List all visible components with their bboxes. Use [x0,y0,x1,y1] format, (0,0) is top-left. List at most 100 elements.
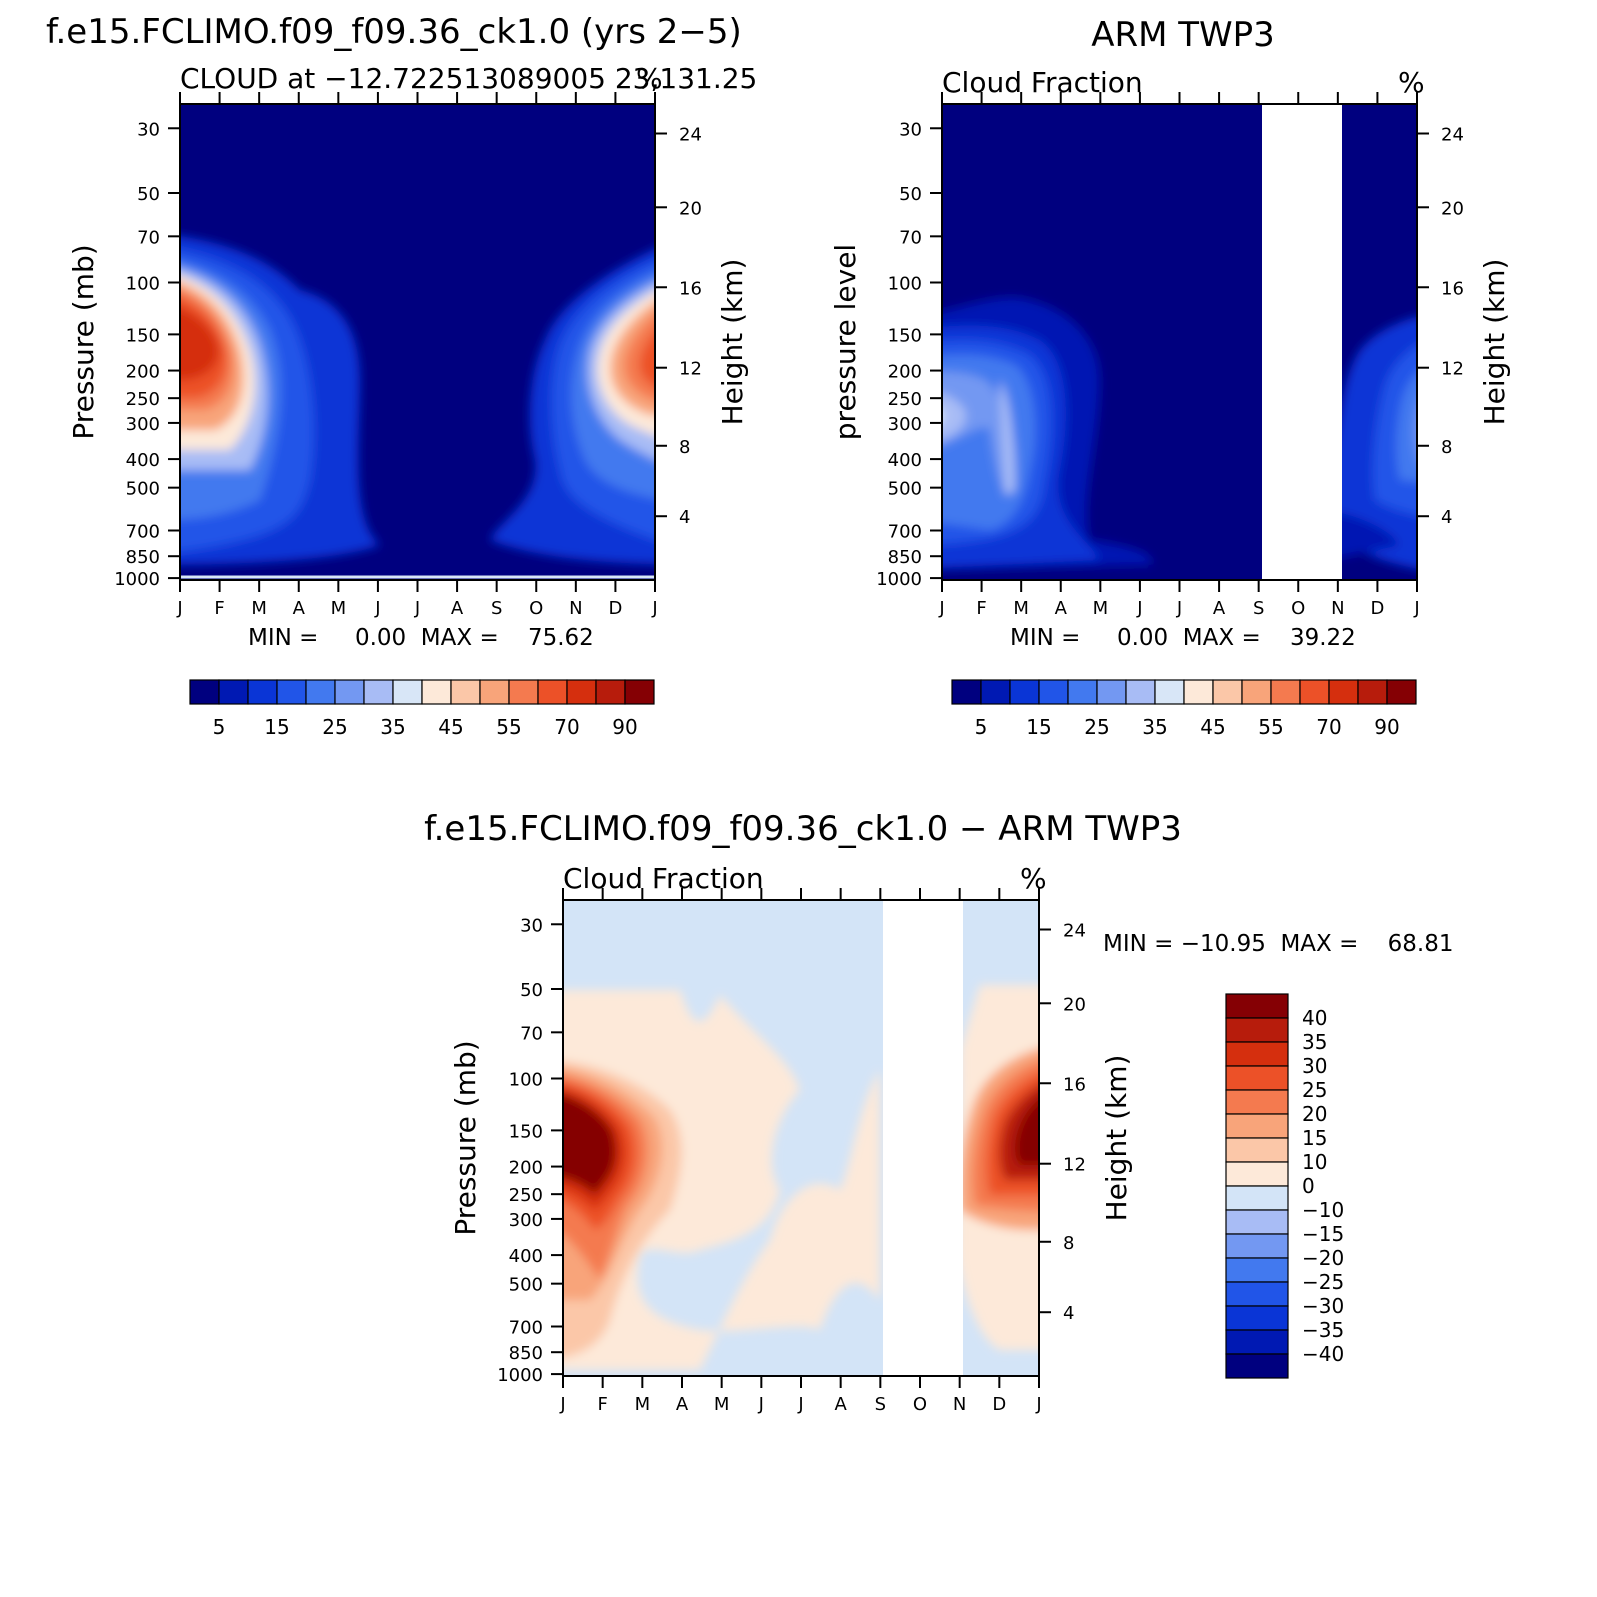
colorbar-swatch [1241,679,1272,705]
pressure-label: 500 [509,1275,543,1296]
obs-right-lowband [1325,510,1400,560]
colorbar-swatch [1225,1257,1289,1283]
month-label: A [293,598,306,619]
pressure-label: 200 [509,1158,543,1179]
month-label: S [1253,598,1264,619]
colorbar-swatch [1225,1113,1289,1139]
pressure-label: 400 [126,450,160,471]
month-label: M [1013,598,1029,619]
month-label: O [1291,598,1305,619]
month-label: A [451,598,464,619]
height-label: 24 [1063,921,1086,942]
month-label: J [938,598,944,619]
height-label: 24 [1441,125,1464,146]
colorbar-swatch [1225,1137,1289,1163]
pressure-label: 30 [899,119,922,140]
panel-model-axes: J F M A M J J A S O N D J 30 50 70 100 150 200 250 300 400 500… [114,92,702,619]
obs-missing-month [1262,104,1342,580]
height-label: 12 [679,359,702,380]
panel-diff-units: % [1020,862,1047,895]
colorbar-swatch [450,679,481,705]
colorbar-label: 0 [1302,1174,1315,1198]
month-label: A [835,1394,848,1415]
pressure-label: 850 [126,547,160,568]
month-label: A [676,1394,689,1415]
colorbar-swatch [247,679,278,705]
pressure-label: 1000 [876,569,922,590]
panel-obs-units: % [1398,66,1425,99]
colorbar-swatch [595,679,626,705]
panel-diff-field [563,900,1039,1376]
colorbar-label: 10 [1302,1150,1327,1174]
colorbar-swatch [1270,679,1301,705]
panel-model-title: f.e15.FCLIMO.f09_f09.36_ck1.0 (yrs 2−5) [46,12,742,52]
height-label: 16 [1063,1074,1086,1095]
panel-diff-title: f.e15.FCLIMO.f09_f09.36_ck1.0 − ARM TWP3 [424,809,1182,849]
colorbar-label: −30 [1302,1294,1344,1318]
pressure-label: 400 [509,1246,543,1267]
panel-diff-subtitle: Cloud Fraction [563,862,764,895]
month-label: F [597,1394,607,1415]
pressure-label: 70 [137,227,160,248]
colorbar-label: 35 [380,715,405,739]
pressure-label: 50 [520,980,543,1001]
pressure-label: 250 [888,389,922,410]
colorbar-swatch [508,679,539,705]
colorbar-swatch [1225,1065,1289,1091]
height-label: 8 [679,437,690,458]
colorbar-label: −40 [1302,1342,1344,1366]
pressure-label: 250 [126,389,160,410]
month-label: J [651,598,657,619]
colorbar-label: −15 [1302,1222,1344,1246]
colorbar-label: 55 [496,715,521,739]
month-label: J [1413,598,1419,619]
month-label: F [976,598,986,619]
month-label: J [1136,598,1142,619]
colorbar-swatch [1225,1017,1289,1043]
panel-obs: ARM TWP3 Cloud Fraction % [829,15,1511,739]
height-label: 8 [1063,1233,1074,1254]
pressure-label: 70 [520,1023,543,1044]
colorbar-swatch [624,679,655,705]
colorbar-swatch [1225,1185,1289,1211]
colorbar-label: −35 [1302,1318,1344,1342]
colorbar-swatch [392,679,423,705]
pressure-label: 250 [509,1185,543,1206]
colorbar-swatch [1183,679,1214,705]
month-label: D [992,1394,1006,1415]
pressure-label: 50 [899,184,922,205]
panel-diff-ylabel: Pressure (mb) [449,1040,482,1235]
pressure-label: 150 [126,325,160,346]
panel-diff: f.e15.FCLIMO.f09_f09.36_ck1.0 − ARM TWP3… [424,809,1453,1415]
panel-diff-y2label: Height (km) [1100,1055,1133,1222]
colorbar-swatch [305,679,336,705]
month-label: J [1176,598,1182,619]
colorbar-swatch [1067,679,1098,705]
colorbar-swatch [1038,679,1069,705]
colorbar-swatch [1212,679,1243,705]
colorbar-label: 55 [1258,715,1283,739]
colorbar-label: 15 [264,715,289,739]
month-label: M [714,1394,730,1415]
colorbar-swatch [1225,1329,1289,1355]
height-label: 20 [679,198,702,219]
panel-model-field [180,104,655,580]
colorbar-label: 40 [1302,1006,1327,1030]
panel-obs-field [942,104,1417,580]
colorbar-swatch [1225,1161,1289,1187]
month-label: M [1093,598,1109,619]
colorbar-label: 35 [1302,1030,1327,1054]
colorbar-label: 15 [1302,1126,1327,1150]
pressure-label: 850 [888,547,922,568]
obs-right-band-25 [1414,409,1417,454]
pressure-label: 30 [137,119,160,140]
colorbar-swatch [1225,1041,1289,1067]
pressure-label: 500 [126,479,160,500]
colorbar-label: 25 [1084,715,1109,739]
colorbar-label: 45 [438,715,463,739]
colorbar-label: 25 [1302,1078,1327,1102]
pressure-label: 300 [888,414,922,435]
colorbar-label: −25 [1302,1270,1344,1294]
colorbar-swatch [1328,679,1359,705]
